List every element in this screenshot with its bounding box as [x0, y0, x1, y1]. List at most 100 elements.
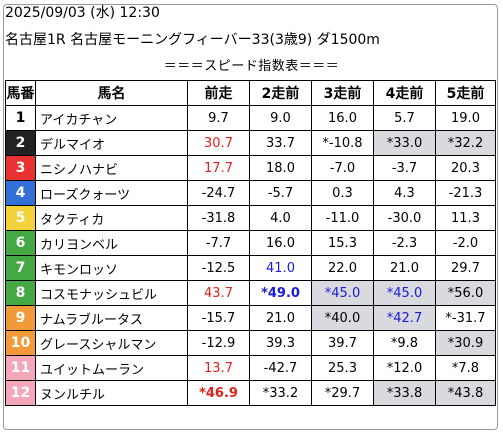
index-cell: *30.9 [435, 330, 496, 356]
horse-number: 10 [5, 330, 36, 356]
index-cell: -42.7 [249, 355, 312, 381]
horse-number: 3 [5, 155, 36, 181]
horse-number: 1 [5, 105, 36, 131]
col-header-name: 馬名 [35, 80, 188, 106]
horse-name: ニシノハナビ [35, 155, 188, 181]
index-cell: -11.0 [311, 205, 374, 231]
index-cell: 9.0 [249, 105, 312, 131]
horse-number: 2 [5, 130, 36, 156]
table-row: 5 タクティカ -31.8 4.0 -11.0 -30.0 11.3 [5, 205, 496, 231]
index-cell: -2.3 [373, 230, 436, 256]
index-cell: 33.7 [249, 130, 312, 156]
index-cell: 18.0 [249, 155, 312, 181]
table-row: 3 ニシノハナビ 17.7 18.0 -7.0 -3.7 20.3 [5, 155, 496, 181]
table-row: 4 ローズクォーツ -24.7 -5.7 0.3 4.3 -21.3 [5, 180, 496, 206]
horse-number: 11 [5, 355, 36, 381]
index-cell: *-31.7 [435, 305, 496, 331]
col-header-4back: 4走前 [373, 80, 436, 106]
index-cell: 39.7 [311, 330, 374, 356]
index-cell: 17.7 [187, 155, 250, 181]
index-cell: *40.0 [311, 305, 374, 331]
race-title: 名古屋1R 名古屋モーニングフィーバー33(3歳9) ダ1500m [5, 32, 380, 48]
table-row: 8 コスモナッシュビル 43.7 *49.0 *45.0 *45.0 *56.0 [5, 280, 496, 306]
index-cell: -2.0 [435, 230, 496, 256]
table-row: 9 ナムラブルータス -15.7 21.0 *40.0 *42.7 *-31.7 [5, 305, 496, 331]
index-cell: *12.0 [373, 355, 436, 381]
index-cell: -12.9 [187, 330, 250, 356]
index-cell: *7.8 [435, 355, 496, 381]
table-row: 10 グレースシャルマン -12.9 39.3 39.7 *9.8 *30.9 [5, 330, 496, 356]
horse-name: ヌンルチル [35, 380, 188, 406]
col-header-2back: 2走前 [249, 80, 312, 106]
index-cell: 22.0 [311, 255, 374, 281]
table-row: 11 ユイットムーラン 13.7 -42.7 25.3 *12.0 *7.8 [5, 355, 496, 381]
index-cell: 15.3 [311, 230, 374, 256]
index-cell: -12.5 [187, 255, 250, 281]
table-row: 1 アイカチャン 9.7 9.0 16.0 5.7 19.0 [5, 105, 496, 131]
index-cell: 43.7 [187, 280, 250, 306]
index-cell: *33.8 [373, 380, 436, 406]
horse-name: ローズクォーツ [35, 180, 188, 206]
race-datetime: 2025/09/03 (水) 12:30 [5, 5, 160, 21]
index-cell: 9.7 [187, 105, 250, 131]
index-cell: *49.0 [249, 280, 312, 306]
index-cell: -5.7 [249, 180, 312, 206]
horse-number: 5 [5, 205, 36, 231]
table-row: 2 デルマイオ 30.7 33.7 *-10.8 *33.0 *32.2 [5, 130, 496, 156]
horse-name: デルマイオ [35, 130, 188, 156]
index-cell: 20.3 [435, 155, 496, 181]
table-row: 12 ヌンルチル *46.9 *33.2 *29.7 *33.8 *43.8 [5, 380, 496, 406]
index-cell: *33.2 [249, 380, 312, 406]
index-cell: 4.3 [373, 180, 436, 206]
index-cell: 5.7 [373, 105, 436, 131]
horse-number: 6 [5, 230, 36, 256]
table-header-row: 馬番 馬名 前走 2走前 3走前 4走前 5走前 [5, 80, 496, 106]
horse-name: ユイットムーラン [35, 355, 188, 381]
index-cell: 21.0 [249, 305, 312, 331]
horse-number: 4 [5, 180, 36, 206]
table-row: 7 キモンロッソ -12.5 41.0 22.0 21.0 29.7 [5, 255, 496, 281]
horse-number: 7 [5, 255, 36, 281]
index-cell: 11.3 [435, 205, 496, 231]
index-cell: 13.7 [187, 355, 250, 381]
index-cell: -24.7 [187, 180, 250, 206]
index-cell: -30.0 [373, 205, 436, 231]
index-cell: 39.3 [249, 330, 312, 356]
index-cell: -15.7 [187, 305, 250, 331]
horse-name: グレースシャルマン [35, 330, 188, 356]
index-cell: 0.3 [311, 180, 374, 206]
table-row: 6 カリヨンベル -7.7 16.0 15.3 -2.3 -2.0 [5, 230, 496, 256]
index-cell: 41.0 [249, 255, 312, 281]
horse-number: 12 [5, 380, 36, 406]
index-cell: -7.0 [311, 155, 374, 181]
index-cell: -21.3 [435, 180, 496, 206]
col-header-number: 馬番 [5, 80, 36, 106]
speed-index-table: 馬番 馬名 前走 2走前 3走前 4走前 5走前 1 アイカチャン 9.7 9.… [5, 80, 496, 406]
index-cell: *32.2 [435, 130, 496, 156]
horse-name: カリヨンベル [35, 230, 188, 256]
index-cell: 19.0 [435, 105, 496, 131]
index-cell: 16.0 [311, 105, 374, 131]
col-header-last: 前走 [187, 80, 250, 106]
horse-number: 8 [5, 280, 36, 306]
horse-name: アイカチャン [35, 105, 188, 131]
index-cell: -31.8 [187, 205, 250, 231]
index-cell: *46.9 [187, 380, 250, 406]
horse-name: キモンロッソ [35, 255, 188, 281]
index-cell: 30.7 [187, 130, 250, 156]
panel-frame [3, 4, 498, 430]
index-cell: -7.7 [187, 230, 250, 256]
horse-name: タクティカ [35, 205, 188, 231]
col-header-5back: 5走前 [435, 80, 496, 106]
index-cell: *29.7 [311, 380, 374, 406]
index-cell: -3.7 [373, 155, 436, 181]
index-cell: 16.0 [249, 230, 312, 256]
col-header-3back: 3走前 [311, 80, 374, 106]
horse-name: コスモナッシュビル [35, 280, 188, 306]
index-cell: *56.0 [435, 280, 496, 306]
index-cell: 25.3 [311, 355, 374, 381]
index-cell: *43.8 [435, 380, 496, 406]
horse-name: ナムラブルータス [35, 305, 188, 331]
index-cell: *45.0 [311, 280, 374, 306]
index-cell: 29.7 [435, 255, 496, 281]
